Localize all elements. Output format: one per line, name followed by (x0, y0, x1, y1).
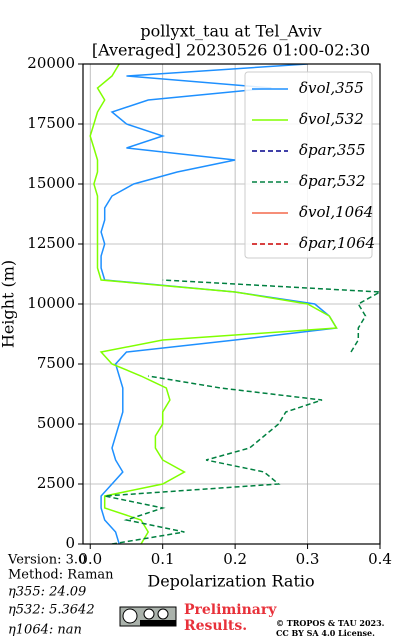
y-axis-label: Height (m) (0, 260, 18, 348)
legend-label: δvol,532 (299, 110, 364, 128)
eta: η532: 5.3642 (8, 603, 95, 618)
legend-label: δvol,355 (299, 79, 364, 97)
profile-line (89, 64, 338, 544)
x-tick-label: 0.1 (151, 550, 175, 568)
y-tick-label: 0 (65, 534, 75, 552)
method: Method: Raman (8, 568, 114, 583)
profile-line (100, 64, 338, 544)
y-tick-label: 17500 (27, 114, 75, 132)
y-tick-label: 15000 (27, 174, 75, 192)
preliminary: Preliminary (184, 602, 277, 618)
plot-frame (82, 63, 381, 545)
eta: η355: 24.09 (8, 585, 86, 600)
copyright: © TROPOS & TAU 2023. (276, 618, 385, 628)
chart-title: pollyxt_tau at Tel_Aviv (140, 22, 321, 41)
y-tick-label: 20000 (27, 54, 75, 72)
cc-logo (119, 606, 177, 627)
legend-label: δvol,1064 (299, 203, 373, 221)
legend-box (244, 71, 373, 259)
profile-line (104, 279, 380, 544)
copyright: CC BY SA 4.0 License. (276, 628, 375, 638)
preliminary: Results. (184, 618, 247, 634)
footer-info: Version: 3.0 Method: Raman η355: 24.09 η… (7, 553, 114, 638)
version: Version: 3.0 (7, 553, 86, 568)
legend-label: δpar,1064 (299, 234, 375, 252)
x-tick-label: 0.4 (368, 550, 392, 568)
x-tick-label: 0.0 (78, 550, 102, 568)
legend: δvol,355 δvol,532 δpar,355 δpar,532 δvol,106… (244, 71, 375, 259)
y-tick-label: 5000 (37, 414, 75, 432)
x-tick-label: 0.3 (296, 550, 320, 568)
chart-subtitle: [Averaged] 20230526 01:00-02:30 (92, 41, 370, 60)
series-group (89, 64, 380, 544)
y-tick-label: 7500 (37, 354, 75, 372)
y-tick-label: 2500 (37, 474, 75, 492)
y-tick-label: 12500 (27, 234, 75, 252)
x-tick-label: 0.2 (223, 550, 247, 568)
y-tick-label: 10000 (27, 294, 75, 312)
legend-label: δpar,355 (299, 141, 366, 159)
legend-label: δpar,532 (299, 172, 366, 190)
x-axis-label: Depolarization Ratio (147, 572, 314, 591)
eta: η1064: nan (8, 623, 82, 638)
